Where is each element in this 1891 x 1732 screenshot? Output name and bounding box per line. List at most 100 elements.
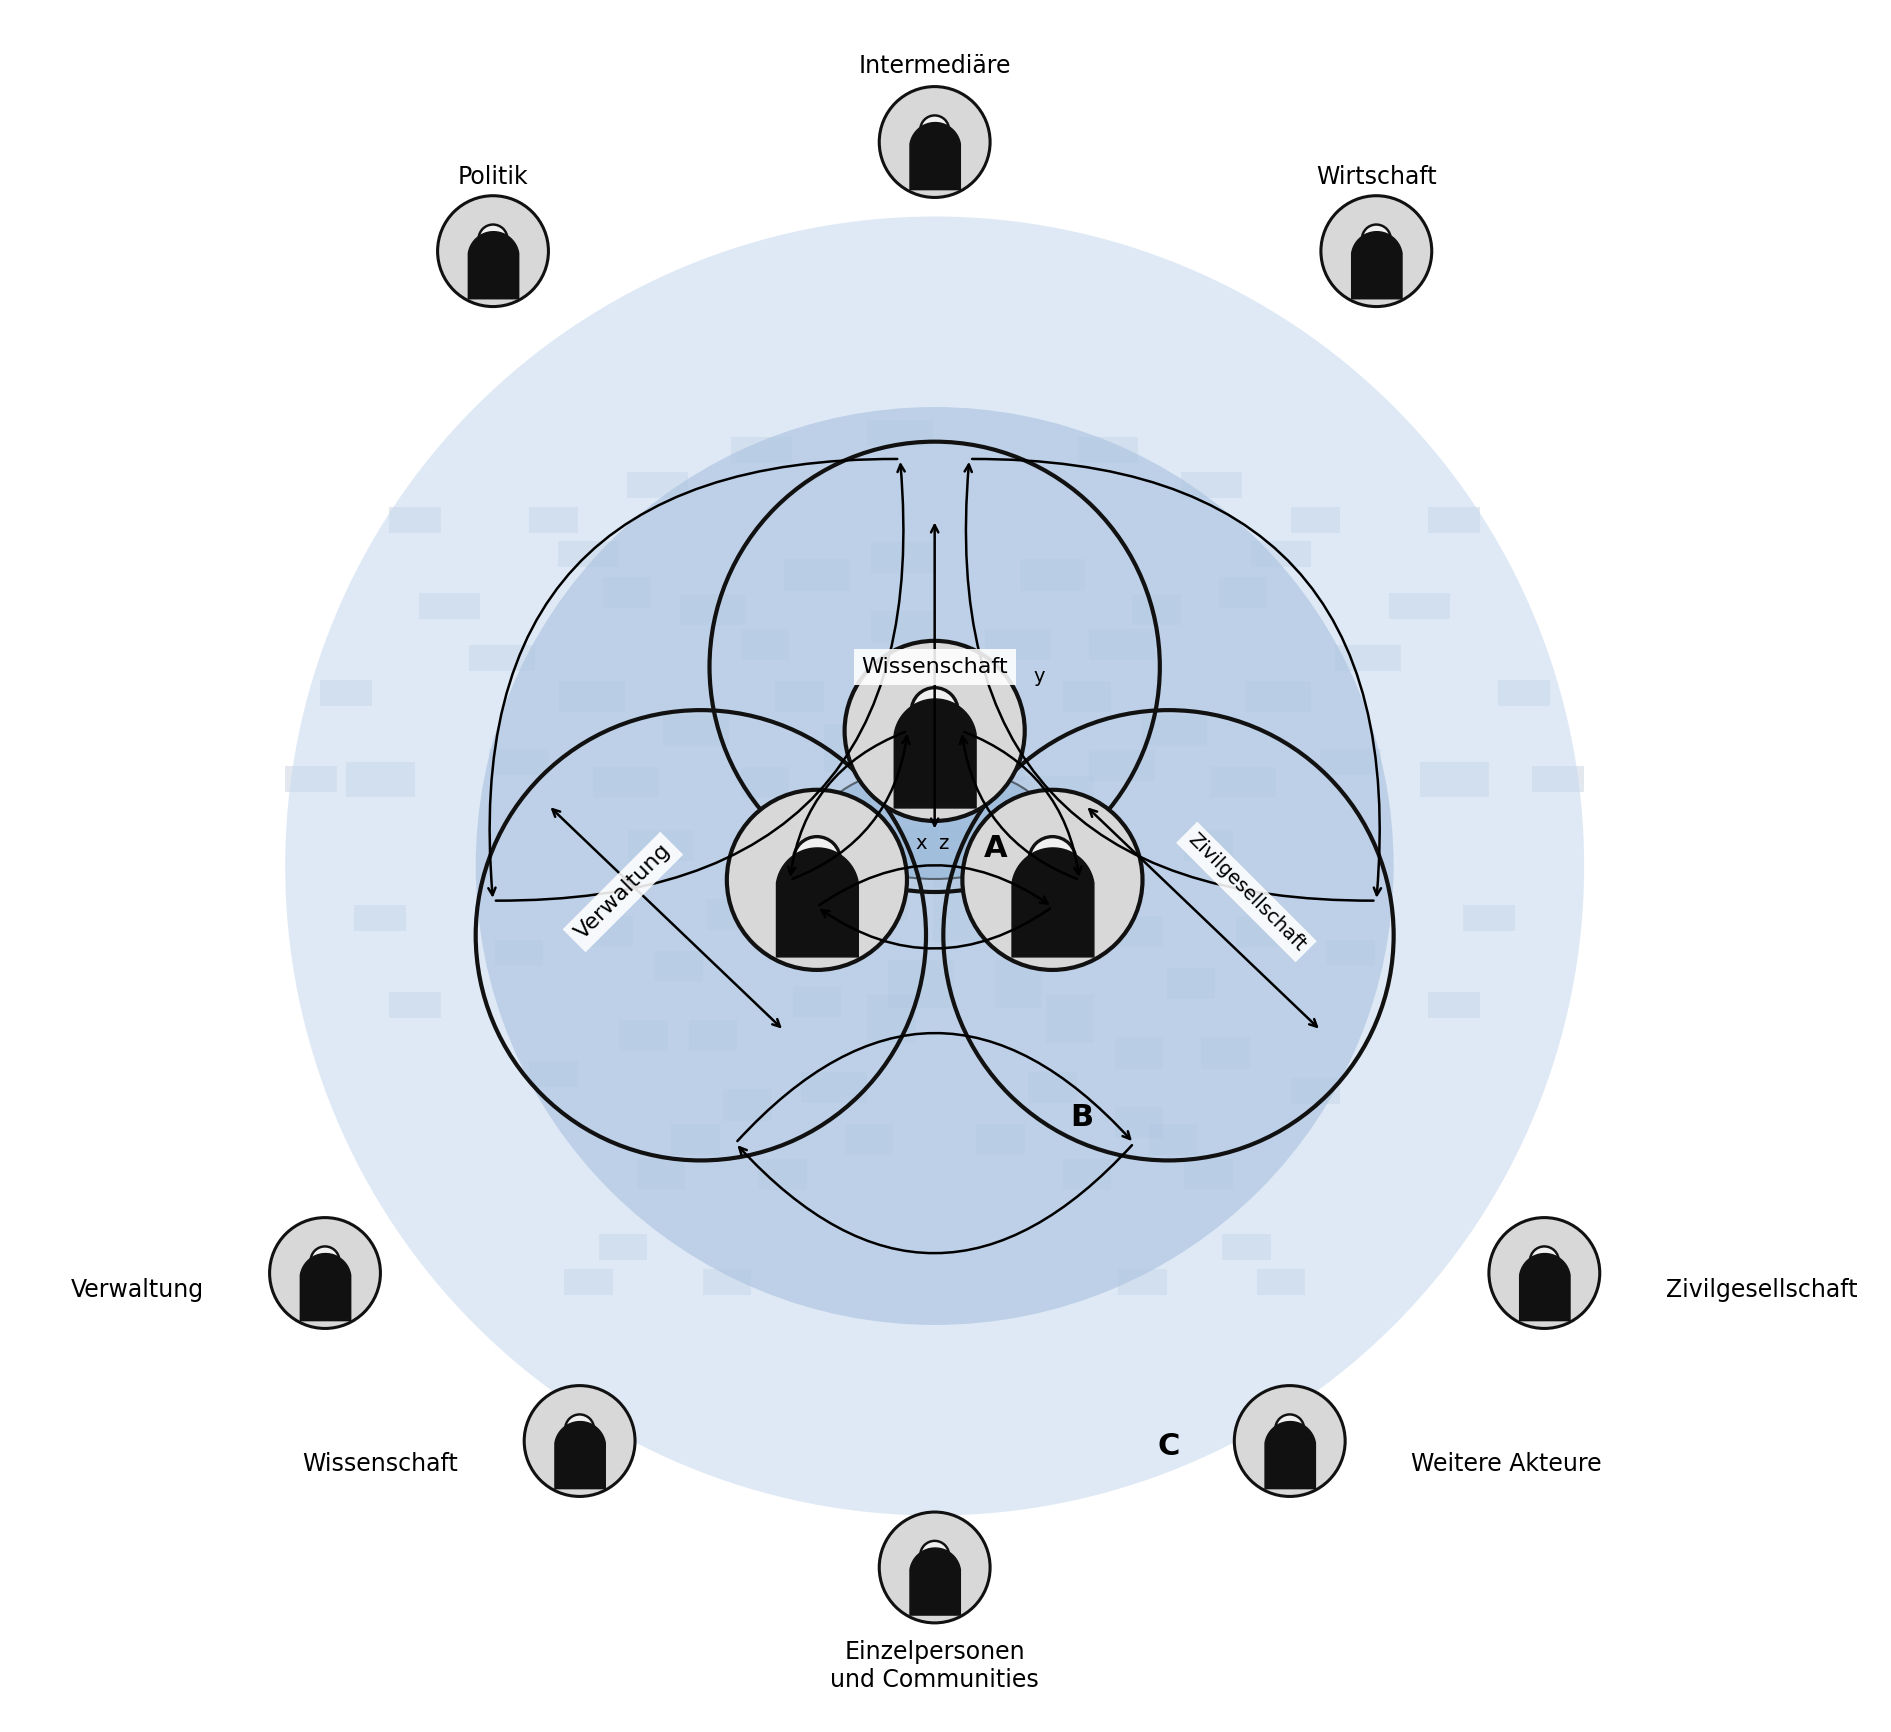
Bar [1237, 916, 1284, 947]
Text: Wirtschaft: Wirtschaft [1316, 165, 1437, 189]
Bar [870, 611, 936, 643]
Bar [529, 1060, 579, 1088]
Bar [560, 681, 624, 712]
Bar [1063, 1159, 1112, 1190]
Bar [620, 1020, 668, 1051]
Bar [662, 715, 728, 746]
Bar [1116, 1037, 1163, 1069]
Bar [1244, 681, 1310, 712]
Bar [594, 767, 660, 798]
Circle shape [879, 87, 991, 197]
Bar [628, 473, 688, 499]
Bar [870, 828, 964, 887]
Text: Zivilgesellschaft: Zivilgesellschaft [1184, 830, 1309, 954]
Text: Weitere Akteure: Weitere Akteure [1411, 1451, 1602, 1476]
Bar [870, 542, 936, 573]
Bar [1428, 991, 1481, 1018]
Bar [1063, 681, 1112, 712]
Bar [1532, 766, 1585, 792]
Circle shape [794, 837, 840, 883]
Circle shape [921, 1541, 949, 1569]
Ellipse shape [823, 766, 1048, 878]
Circle shape [270, 1218, 380, 1328]
Bar [824, 724, 889, 772]
Bar [1420, 762, 1488, 797]
Bar [390, 991, 441, 1018]
Bar [1428, 506, 1481, 533]
Text: Wissenschaft: Wissenschaft [303, 1451, 458, 1476]
Bar [724, 1089, 772, 1121]
Text: Intermediäre: Intermediäre [859, 54, 1012, 78]
Bar [758, 1159, 806, 1190]
Bar [868, 421, 932, 447]
Circle shape [437, 196, 548, 307]
Bar [1182, 473, 1242, 499]
Bar [1140, 715, 1206, 746]
Circle shape [726, 790, 908, 970]
Circle shape [565, 1415, 594, 1443]
Bar [681, 594, 745, 625]
Bar [1167, 968, 1216, 999]
Bar [1002, 873, 1068, 921]
Bar [1118, 1268, 1167, 1296]
Bar [705, 899, 755, 930]
Bar [1133, 594, 1180, 625]
Text: Verwaltung: Verwaltung [571, 840, 675, 944]
Bar [775, 681, 824, 712]
Circle shape [845, 641, 1025, 821]
Circle shape [478, 225, 507, 253]
Bar [637, 1159, 685, 1190]
Circle shape [879, 1512, 991, 1623]
Bar [390, 506, 441, 533]
Bar [1089, 629, 1155, 660]
Bar [802, 1072, 868, 1103]
Bar [469, 644, 535, 670]
Text: Zivilgesellschaft: Zivilgesellschaft [1666, 1278, 1857, 1302]
Bar [1116, 916, 1163, 947]
Bar [1222, 1233, 1271, 1261]
Bar [1184, 1159, 1233, 1190]
Circle shape [1322, 196, 1431, 307]
Bar [741, 767, 789, 798]
Bar [286, 766, 337, 792]
Circle shape [1530, 1247, 1558, 1275]
Circle shape [1235, 1386, 1345, 1496]
Text: Einzelpersonen
und Communities: Einzelpersonen und Communities [830, 1640, 1038, 1692]
Circle shape [963, 790, 1142, 970]
Bar [420, 592, 480, 618]
Bar [976, 715, 1025, 781]
Circle shape [1275, 1415, 1305, 1443]
Bar [320, 679, 373, 707]
Bar [1089, 750, 1155, 781]
Circle shape [921, 116, 949, 144]
Bar [1078, 436, 1138, 462]
Bar [1184, 830, 1233, 861]
Bar [688, 1020, 737, 1051]
Bar [1201, 1037, 1250, 1069]
Bar [1210, 767, 1276, 798]
Circle shape [310, 1247, 338, 1275]
Circle shape [1362, 225, 1390, 253]
Bar [599, 1233, 647, 1261]
Text: B: B [1070, 1103, 1093, 1131]
Bar [792, 986, 841, 1017]
Text: y: y [1032, 667, 1046, 686]
Circle shape [1488, 1218, 1600, 1328]
Bar [1292, 506, 1341, 533]
Bar [906, 655, 972, 703]
Circle shape [477, 407, 1394, 1325]
Bar [564, 1268, 613, 1296]
Bar [601, 577, 651, 608]
Bar [993, 960, 1042, 1008]
Bar [806, 798, 872, 847]
Bar [654, 951, 703, 982]
Bar [1320, 748, 1380, 774]
Bar [628, 830, 694, 861]
Text: Verwaltung: Verwaltung [70, 1278, 204, 1302]
Bar [1250, 540, 1310, 568]
Bar [1326, 939, 1375, 966]
Bar [671, 1124, 720, 1155]
Circle shape [286, 216, 1585, 1516]
Bar [1012, 776, 1095, 824]
Bar [1046, 994, 1095, 1043]
